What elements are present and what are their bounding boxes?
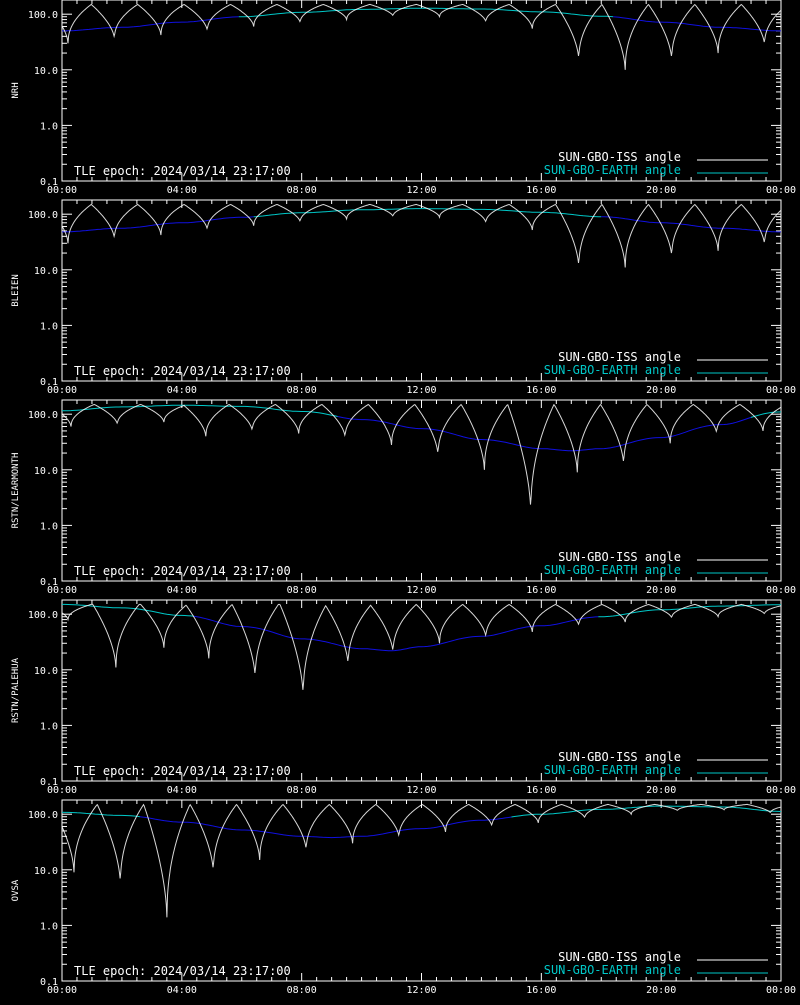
y-tick-label: 0.1: [40, 977, 58, 988]
x-tick-label: 00:00: [766, 985, 796, 996]
earth-angle-line: [750, 411, 782, 418]
tle-epoch-text: TLE epoch: 2024/03/14 23:17:00: [74, 764, 291, 778]
x-tick-label: 16:00: [526, 185, 556, 196]
iss-angle-line: [61, 203, 782, 268]
y-tick-label: 0.1: [40, 377, 58, 388]
x-tick-label: 00:00: [766, 785, 796, 796]
earth-angle-line: [601, 216, 781, 233]
panel-2: 0.1 1.0 10.0 100.0 00:00 04:00 08:00 12:00 16:00…: [11, 199, 796, 396]
x-tick-label: 00:00: [47, 985, 77, 996]
x-tick-label: 20:00: [646, 385, 676, 396]
y-tick-label: 0.1: [40, 577, 58, 588]
earth-angle-line: [598, 604, 781, 618]
panel-5: 0.1 1.0 10.0 100.0 00:00 04:00 08:00 12:00 16:00…: [11, 799, 796, 996]
x-tick-label: 16:00: [526, 385, 556, 396]
x-tick-label: 08:00: [287, 385, 317, 396]
x-tick-label: 08:00: [287, 585, 317, 596]
earth-angle-line: [62, 603, 194, 617]
x-tick-label: 00:00: [47, 785, 77, 796]
y-tick-label: 1.0: [40, 921, 58, 932]
x-tick-label: 04:00: [167, 585, 197, 596]
earth-angle-line: [337, 416, 752, 452]
x-tick-label: 00:00: [47, 585, 77, 596]
y-tick-label: 10.0: [34, 266, 58, 277]
earth-angle-line: [62, 16, 239, 32]
y-tick-label: 0.1: [40, 777, 58, 788]
y-axis-label: NRH: [11, 82, 21, 98]
y-axis-label: OVSA: [11, 879, 21, 901]
x-tick-label: 00:00: [47, 185, 77, 196]
x-tick-label: 04:00: [167, 185, 197, 196]
earth-angle-line: [613, 16, 781, 32]
legend-earth-label: SUN-GBO-EARTH angle: [544, 163, 681, 177]
x-tick-label: 20:00: [646, 585, 676, 596]
x-tick-label: 12:00: [406, 585, 436, 596]
x-tick-label: 00:00: [766, 385, 796, 396]
x-tick-label: 12:00: [406, 385, 436, 396]
x-tick-label: 20:00: [646, 985, 676, 996]
x-tick-label: 08:00: [287, 785, 317, 796]
tle-epoch-text: TLE epoch: 2024/03/14 23:17:00: [74, 164, 291, 178]
y-tick-label: 100.0: [28, 210, 58, 221]
y-tick-label: 10.0: [34, 66, 58, 77]
y-tick-label: 100.0: [28, 610, 58, 621]
y-tick-label: 100.0: [28, 10, 58, 21]
x-tick-label: 00:00: [47, 385, 77, 396]
y-tick-label: 1.0: [40, 121, 58, 132]
earth-angle-line: [62, 404, 338, 417]
legend-earth-label: SUN-GBO-EARTH angle: [544, 763, 681, 777]
tle-epoch-text: TLE epoch: 2024/03/14 23:17:00: [74, 964, 291, 978]
x-tick-label: 00:00: [766, 185, 796, 196]
y-tick-label: 0.1: [40, 177, 58, 188]
x-tick-label: 04:00: [167, 985, 197, 996]
y-axis-label: BLEIEN: [11, 274, 21, 307]
earth-angle-line: [61, 811, 140, 818]
y-axis-label: RSTN/LEARMONTH: [11, 453, 21, 529]
iss-angle-line: [61, 3, 782, 70]
x-tick-label: 12:00: [406, 185, 436, 196]
earth-angle-line: [62, 216, 254, 233]
panel-1: 0.1 1.0 10.0 100.0 00:00 04:00 08:00 12:00 16:00…: [11, 0, 796, 196]
tle-epoch-text: TLE epoch: 2024/03/14 23:17:00: [74, 564, 291, 578]
iss-angle-line: [61, 603, 782, 690]
legend-iss-label: SUN-GBO-ISS angle: [558, 350, 681, 364]
tle-epoch-text: TLE epoch: 2024/03/14 23:17:00: [74, 364, 291, 378]
y-tick-label: 100.0: [28, 410, 58, 421]
x-tick-label: 16:00: [526, 985, 556, 996]
earth-angle-line: [511, 805, 782, 818]
legend-iss-label: SUN-GBO-ISS angle: [558, 950, 681, 964]
y-tick-label: 10.0: [34, 466, 58, 477]
y-tick-label: 10.0: [34, 866, 58, 877]
y-tick-label: 10.0: [34, 666, 58, 677]
x-tick-label: 20:00: [646, 785, 676, 796]
iss-angle-line: [61, 803, 782, 918]
y-tick-label: 100.0: [28, 810, 58, 821]
iss-angle-line: [61, 403, 782, 505]
x-tick-label: 00:00: [766, 585, 796, 596]
x-tick-label: 08:00: [287, 985, 317, 996]
x-tick-label: 12:00: [406, 985, 436, 996]
legend-iss-label: SUN-GBO-ISS angle: [558, 150, 681, 164]
panel-4: 0.1 1.0 10.0 100.0 00:00 04:00 08:00 12:00 16:00…: [11, 599, 796, 796]
x-tick-label: 04:00: [167, 785, 197, 796]
x-tick-label: 20:00: [646, 185, 676, 196]
legend-earth-label: SUN-GBO-EARTH angle: [544, 363, 681, 377]
x-tick-label: 16:00: [526, 585, 556, 596]
legend-earth-label: SUN-GBO-EARTH angle: [544, 963, 681, 977]
legend-iss-label: SUN-GBO-ISS angle: [558, 750, 681, 764]
y-tick-label: 1.0: [40, 721, 58, 732]
y-tick-label: 1.0: [40, 521, 58, 532]
legend-earth-label: SUN-GBO-EARTH angle: [544, 563, 681, 577]
x-tick-label: 04:00: [167, 385, 197, 396]
legend-iss-label: SUN-GBO-ISS angle: [558, 550, 681, 564]
x-tick-label: 12:00: [406, 785, 436, 796]
panel-3: 0.1 1.0 10.0 100.0 00:00 04:00 08:00 12:00 16:00…: [11, 399, 796, 596]
y-axis-label: RSTN/PALEHUA: [11, 657, 21, 723]
earth-angle-line: [139, 816, 512, 839]
x-tick-label: 16:00: [526, 785, 556, 796]
x-tick-label: 08:00: [287, 185, 317, 196]
y-tick-label: 1.0: [40, 321, 58, 332]
